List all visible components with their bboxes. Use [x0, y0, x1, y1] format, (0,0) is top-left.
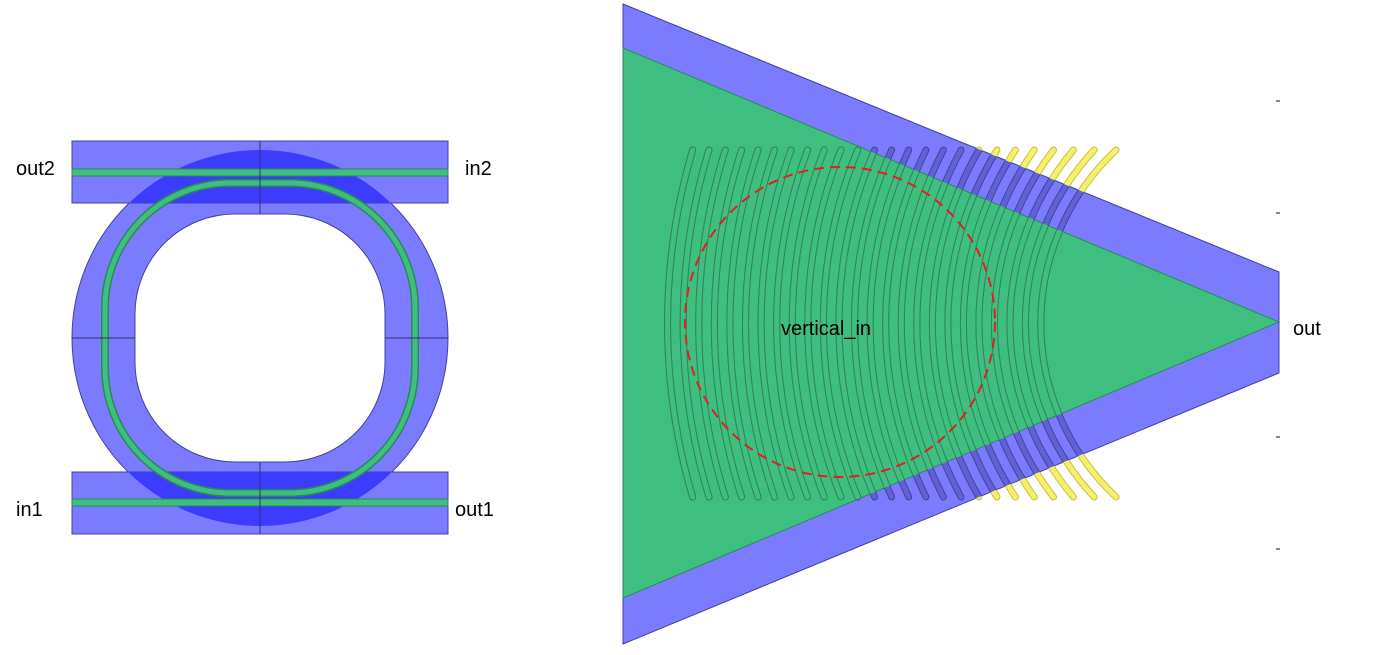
grating-tooth [820, 147, 861, 500]
grating-tooth [914, 147, 964, 500]
grating-tooth [774, 147, 811, 500]
grating-tooth [789, 147, 827, 500]
grating-tooth [805, 147, 844, 500]
ring-resonator: out2 in2 in1 out1 [16, 140, 494, 535]
grating-tooth [898, 147, 946, 500]
grating-tooth [665, 147, 696, 500]
port-label-out1: out1 [455, 499, 494, 521]
grating-tooth [727, 147, 761, 500]
edge-ticks [1276, 100, 1280, 550]
grating-tooth [867, 147, 912, 500]
grating-tooth [836, 147, 878, 500]
grating-tooth [758, 147, 794, 500]
grating-coupler: vertical_in out [622, 3, 1321, 645]
grating-tooth [929, 147, 982, 500]
grating-tooth [743, 147, 777, 500]
port-label-in1: in1 [16, 499, 43, 521]
section-lines [72, 141, 448, 534]
port-label-out: out [1293, 318, 1321, 340]
grating-tooth [883, 147, 929, 500]
grating-tooth [680, 147, 712, 500]
grating-tooth [852, 147, 895, 500]
port-label-in2: in2 [465, 158, 492, 180]
grating-tooth [696, 147, 728, 500]
fiber-position-marker [684, 166, 996, 478]
port-label-vertical-in: vertical_in [781, 318, 871, 340]
grating-tooth [711, 147, 745, 500]
port-label-out2: out2 [16, 158, 55, 180]
